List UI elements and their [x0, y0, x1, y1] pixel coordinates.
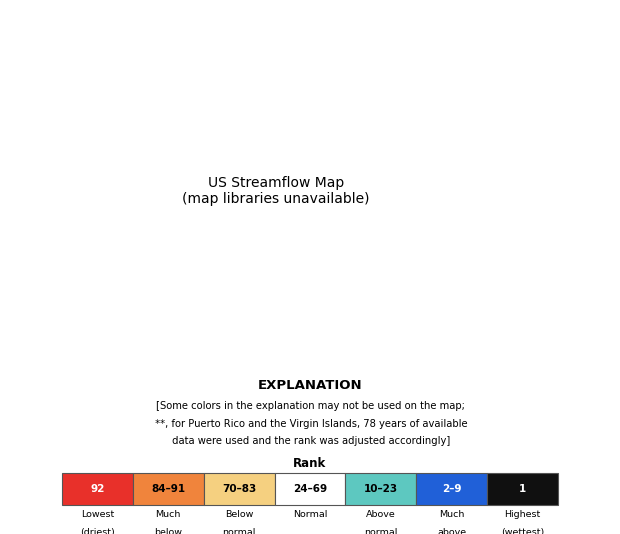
Text: normal: normal: [223, 528, 256, 534]
Text: Normal: Normal: [293, 510, 327, 519]
Text: 1: 1: [519, 484, 526, 494]
Text: normal: normal: [364, 528, 397, 534]
Text: 10–23: 10–23: [364, 484, 398, 494]
Text: data were used and the rank was adjusted accordingly]: data were used and the rank was adjusted…: [169, 436, 451, 446]
Bar: [62, 473, 133, 505]
Text: Above: Above: [366, 510, 396, 519]
Text: 24–69: 24–69: [293, 484, 327, 494]
Text: below: below: [154, 528, 182, 534]
Text: 92: 92: [91, 484, 105, 494]
Bar: [133, 473, 204, 505]
Text: above: above: [437, 528, 466, 534]
Text: Much: Much: [156, 510, 181, 519]
Text: Lowest: Lowest: [81, 510, 114, 519]
Text: 84–91: 84–91: [151, 484, 185, 494]
Text: Rank: Rank: [293, 457, 327, 470]
Text: EXPLANATION: EXPLANATION: [258, 379, 362, 391]
Text: Below: Below: [225, 510, 254, 519]
Bar: [345, 473, 416, 505]
Text: Much: Much: [439, 510, 464, 519]
Bar: [204, 473, 275, 505]
Text: 70–83: 70–83: [222, 484, 256, 494]
Text: (driest): (driest): [80, 528, 115, 534]
Text: (wettest): (wettest): [501, 528, 544, 534]
Text: US Streamflow Map
(map libraries unavailable): US Streamflow Map (map libraries unavail…: [182, 176, 370, 206]
Bar: [416, 473, 487, 505]
Bar: [487, 473, 558, 505]
Text: [Some colors in the explanation may not be used on the map;: [Some colors in the explanation may not …: [156, 401, 464, 411]
Text: Highest: Highest: [505, 510, 541, 519]
Text: 2–9: 2–9: [442, 484, 461, 494]
Bar: [275, 473, 345, 505]
Text: **, for Puerto Rico and the Virgin Islands, 78 years of available: **, for Puerto Rico and the Virgin Islan…: [152, 419, 468, 429]
